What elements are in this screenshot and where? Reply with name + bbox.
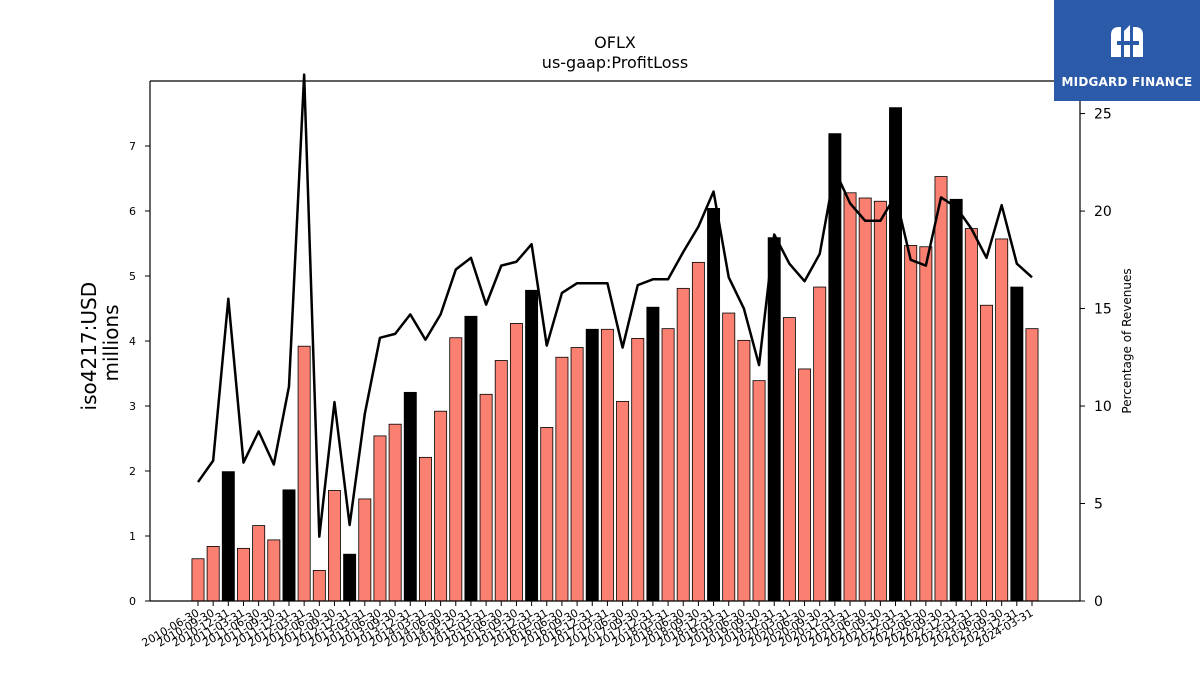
y-tick-label: 3 xyxy=(129,400,136,413)
quarter-bar xyxy=(252,525,266,602)
quarter-bar xyxy=(995,238,1009,602)
quarter-bar xyxy=(388,423,402,602)
y-axis-right-label: Percentage of Revenues xyxy=(1120,268,1134,413)
y-tick-label: 1 xyxy=(129,530,136,543)
y-axis-label: iso4217:USD millions xyxy=(77,276,123,411)
quarter-bar xyxy=(691,261,705,602)
y-right-tick-label: 25 xyxy=(1094,107,1112,123)
brand-name: MIDGARD FINANCE xyxy=(1061,74,1193,89)
quarter-bar xyxy=(328,490,341,602)
annual-bar xyxy=(343,553,357,602)
y-tick-label: 4 xyxy=(129,335,136,348)
y-right-tick-label: 15 xyxy=(1094,302,1112,318)
quarter-bar xyxy=(494,360,508,602)
annual-bar xyxy=(525,289,539,602)
quarter-bar xyxy=(373,435,387,602)
y-tick-label: 5 xyxy=(129,270,136,283)
quarter-bar xyxy=(570,347,584,602)
quarter-bar xyxy=(752,380,766,602)
x-axis-ticks: 2010-06-302010-09-302010-12-312011-03-31… xyxy=(140,601,1036,650)
quarter-bar xyxy=(434,410,448,602)
quarter-bar xyxy=(798,368,812,602)
annual-bar xyxy=(282,489,296,602)
annual-bar xyxy=(646,306,660,602)
y-tick-label: 6 xyxy=(129,205,136,218)
quarter-bar xyxy=(858,197,872,602)
annual-bar xyxy=(767,237,781,602)
quarter-bar xyxy=(600,328,614,602)
percentage-line xyxy=(196,73,1033,538)
y-axis-label-line-1: iso4217:USD xyxy=(77,282,101,411)
quarter-bar xyxy=(358,498,372,602)
quarter-bar xyxy=(676,287,690,602)
quarter-bar xyxy=(1025,328,1039,602)
quarter-bar xyxy=(267,539,281,602)
left-axis-ticks: 0 1 2 3 4 5 6 7 xyxy=(129,140,150,608)
quarter-bar xyxy=(479,393,493,602)
quarter-bar xyxy=(919,246,933,602)
y-right-tick-label: 10 xyxy=(1094,399,1112,415)
quarter-bar xyxy=(509,323,523,602)
y-right-tick-label: 20 xyxy=(1094,204,1112,220)
quarter-bar xyxy=(237,547,250,602)
chart-subtitle: us-gaap:ProfitLoss xyxy=(542,53,688,72)
quarter-bar xyxy=(540,427,554,602)
chart-title: OFLX xyxy=(594,33,636,52)
y-tick-label: 7 xyxy=(129,140,136,153)
annual-bar xyxy=(221,471,235,602)
quarter-bar xyxy=(661,328,675,602)
y-tick-label: 2 xyxy=(129,465,136,478)
quarter-bar xyxy=(449,337,463,602)
quarter-bar xyxy=(980,304,993,602)
annual-bar xyxy=(889,107,902,602)
quarter-bar xyxy=(418,456,432,602)
y-right-tick-label: 0 xyxy=(1094,594,1103,610)
quarter-bar xyxy=(631,337,645,602)
annual-bar xyxy=(585,328,599,602)
quarter-bar xyxy=(873,200,887,602)
y-axis-label-line-2: millions xyxy=(99,304,123,381)
quarter-bar xyxy=(722,312,736,602)
quarter-bar xyxy=(904,245,918,602)
brand-logo: MIDGARD FINANCE xyxy=(1054,0,1200,101)
annual-bar xyxy=(464,315,478,602)
annual-bar xyxy=(949,198,963,602)
quarter-bar xyxy=(934,176,948,602)
quarter-bar xyxy=(964,228,978,602)
quarter-bar xyxy=(312,570,326,602)
quarter-bar xyxy=(782,317,796,602)
line-group xyxy=(196,73,1033,538)
right-axis-ticks: 0 5 10 15 20 25 xyxy=(1080,107,1112,610)
y-tick-label: 0 xyxy=(129,595,136,608)
y-right-tick-label: 5 xyxy=(1094,497,1103,513)
quarter-bar xyxy=(191,558,205,602)
annual-bar xyxy=(403,391,417,602)
annual-bar xyxy=(707,207,721,602)
midgard-logo-icon xyxy=(1111,24,1143,57)
quarter-bar xyxy=(206,546,220,602)
quarter-bar xyxy=(297,345,311,602)
quarter-bar xyxy=(737,339,751,602)
quarter-bar xyxy=(813,286,827,602)
quarter-bar xyxy=(616,401,630,602)
annual-bar xyxy=(828,133,842,602)
quarter-bar xyxy=(555,356,569,602)
annual-bar xyxy=(1010,286,1024,602)
quarter-bar xyxy=(843,192,857,602)
